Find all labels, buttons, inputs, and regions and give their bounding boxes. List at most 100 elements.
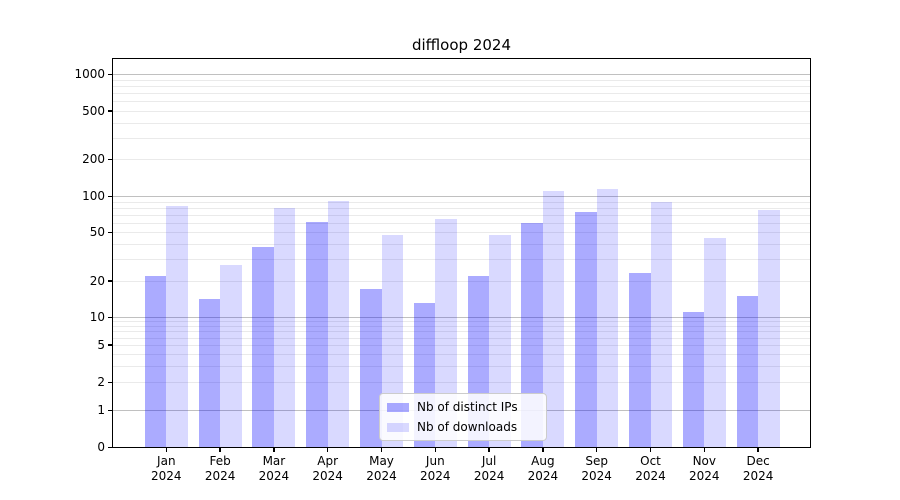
x-tick-label-jun: Jun 2024	[420, 454, 451, 483]
bar-sep-distinct-ips	[575, 211, 597, 447]
y-tick-mark-100	[108, 195, 112, 197]
legend-swatch-downloads	[387, 422, 409, 432]
x-tick-label-jul: Jul 2024	[473, 454, 505, 483]
grid-layer	[113, 59, 810, 447]
x-tick-mark-oct	[649, 448, 652, 452]
x-tick-mark-may	[380, 448, 383, 452]
gridline-6	[113, 337, 810, 339]
chart-title: diffloop 2024	[411, 36, 511, 54]
gridline-500	[113, 110, 810, 112]
y-tick-mark-0	[108, 446, 112, 448]
y-tick-mark-5	[108, 344, 112, 346]
bar-dec-downloads	[758, 209, 780, 447]
bar-nov-distinct-ips	[682, 311, 705, 447]
gridline-70	[113, 214, 810, 216]
gridline-1000	[113, 74, 810, 75]
bar-mar-downloads	[273, 207, 296, 447]
y-tick-label-5: 5	[97, 337, 105, 352]
x-tick-label-nov: Nov 2024	[689, 454, 720, 483]
gridline-800	[113, 85, 810, 87]
x-tick-mark-mar	[273, 448, 275, 452]
x-tick-mark-nov	[703, 448, 706, 452]
gridline-8	[113, 326, 810, 327]
y-tick-label-0: 0	[97, 440, 105, 454]
bar-layer	[113, 59, 810, 447]
gridline-700	[113, 92, 810, 94]
y-tick-mark-200	[108, 158, 112, 161]
gridline-90	[113, 201, 810, 203]
x-tick-label-apr: Apr 2024	[312, 454, 343, 483]
bar-apr-downloads	[327, 200, 350, 447]
gridline-10	[113, 317, 810, 318]
gridline-30	[113, 259, 810, 261]
x-tick-mark-jun	[434, 448, 437, 452]
x-tick-mark-dec	[757, 448, 759, 452]
bar-jun-downloads	[435, 219, 457, 447]
bar-aug-distinct-ips	[521, 222, 543, 447]
gridline-400	[113, 122, 810, 124]
y-tick-mark-500	[108, 110, 112, 112]
x-tick-label-oct: Oct 2024	[635, 454, 666, 483]
bar-feb-downloads	[220, 264, 242, 447]
x-tick-label-may: May 2024	[366, 454, 397, 483]
x-tick-mark-apr	[326, 448, 329, 452]
gridline-4	[113, 354, 810, 355]
gridline-9	[113, 321, 810, 323]
x-tick-label-dec: Dec 2024	[742, 454, 774, 483]
gridline-3	[113, 365, 810, 367]
y-tick-label-2: 2	[97, 375, 105, 389]
bar-mar-distinct-ips	[252, 246, 274, 447]
legend-label-downloads: Nb of downloads	[417, 420, 518, 434]
x-tick-label-feb: Feb 2024	[204, 454, 236, 483]
gridline-60	[113, 222, 810, 224]
y-tick-mark-1	[108, 409, 112, 411]
gridline-200	[113, 159, 810, 161]
legend: Nb of distinct IPs Nb of downloads	[379, 393, 547, 441]
y-tick-label-20: 20	[89, 273, 105, 288]
gridline-20	[113, 280, 810, 282]
gridline-300	[113, 137, 810, 139]
bar-sep-downloads	[596, 188, 619, 447]
gridline-40	[113, 244, 810, 246]
y-tick-label-1000: 1000	[74, 67, 105, 81]
bar-aug-downloads	[542, 190, 565, 447]
y-tick-label-10: 10	[89, 310, 105, 324]
x-tick-mark-sep	[595, 448, 598, 452]
legend-label-distinct-ips: Nb of distinct IPs	[417, 400, 518, 414]
gridline-80	[113, 207, 810, 209]
x-tick-label-aug: Aug 2024	[527, 454, 559, 483]
y-tick-label-200: 200	[82, 152, 105, 167]
gridline-7	[113, 331, 810, 333]
legend-row-distinct-ips: Nb of distinct IPs	[387, 399, 538, 415]
gridline-2	[113, 382, 810, 383]
y-tick-label-500: 500	[82, 103, 105, 118]
y-tick-mark-10	[108, 316, 112, 318]
x-tick-mark-jan	[165, 448, 168, 452]
y-tick-label-1: 1	[97, 403, 105, 417]
x-tick-mark-aug	[542, 448, 544, 452]
bar-nov-downloads	[704, 237, 726, 447]
legend-swatch-distinct-ips	[387, 402, 409, 412]
bar-may-distinct-ips	[360, 289, 382, 447]
bar-apr-distinct-ips	[306, 221, 328, 447]
y-tick-mark-20	[108, 280, 112, 282]
gridline-50	[113, 232, 810, 234]
y-tick-mark-50	[108, 231, 112, 234]
bar-jan-downloads	[166, 205, 188, 447]
gridline-5	[113, 344, 810, 346]
gridline-100	[113, 196, 810, 197]
bar-feb-distinct-ips	[198, 299, 221, 447]
bar-oct-downloads	[650, 202, 672, 447]
y-tick-mark-2	[108, 381, 112, 383]
bar-oct-distinct-ips	[629, 273, 651, 447]
gridline-900	[113, 79, 810, 81]
gridline-600	[113, 101, 810, 103]
x-tick-mark-feb	[219, 448, 221, 452]
bar-jan-distinct-ips	[144, 275, 167, 447]
y-tick-label-50: 50	[89, 225, 105, 240]
plot-area	[113, 59, 810, 447]
x-tick-label-sep: Sep 2024	[581, 454, 612, 483]
x-tick-label-jan: Jan 2024	[151, 454, 182, 483]
x-tick-mark-jul	[488, 448, 490, 452]
